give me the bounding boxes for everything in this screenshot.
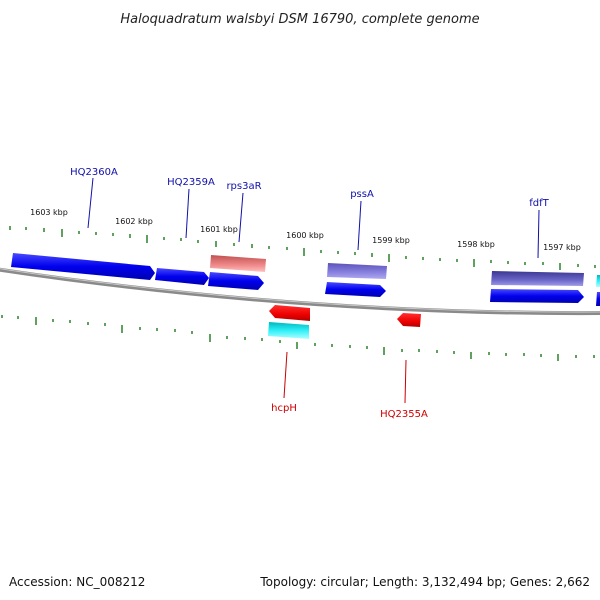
label-fdft[interactable]: fdfT xyxy=(529,198,549,209)
label-hq2360a[interactable]: HQ2360A xyxy=(70,167,118,178)
gene-hq2360a[interactable] xyxy=(11,253,155,280)
scale-label: 1599 kbp xyxy=(372,236,410,245)
lower-tick-track xyxy=(1,315,595,361)
genome-backbone-highlight xyxy=(0,268,600,313)
scale-label: 1601 kbp xyxy=(200,225,238,234)
label-hq2359a[interactable]: HQ2359A xyxy=(167,177,215,188)
scale-label: 1603 kbp xyxy=(30,208,68,217)
gene-forward-edge[interactable] xyxy=(596,275,600,287)
scale-labels: 1603 kbp 1602 kbp 1601 kbp 1600 kbp 1599… xyxy=(30,208,581,252)
gene-forward-inner[interactable] xyxy=(596,292,600,306)
forward-genes-inner xyxy=(208,272,600,306)
gene-pssa[interactable] xyxy=(327,263,387,279)
map-title: Haloquadratum walsbyi DSM 16790, complet… xyxy=(120,12,479,27)
label-rps3ar[interactable]: rps3aR xyxy=(226,181,261,192)
scale-label: 1597 kbp xyxy=(543,243,581,252)
label-hq2355a[interactable]: HQ2355A xyxy=(380,409,428,420)
gene-hq2359a[interactable] xyxy=(155,268,209,285)
label-hcph[interactable]: hcpH xyxy=(271,403,297,414)
gene-fdft[interactable] xyxy=(491,271,584,286)
upper-tick-track xyxy=(9,226,596,270)
scale-label: 1598 kbp xyxy=(457,240,495,249)
gene-hcph[interactable] xyxy=(269,305,310,321)
forward-gene-labels: HQ2360A HQ2359A rps3aR pssA fdfT xyxy=(70,167,549,209)
label-pssa[interactable]: pssA xyxy=(350,189,374,200)
reverse-genes xyxy=(268,305,421,339)
gene-rps3ar[interactable] xyxy=(210,255,266,272)
genome-backbone xyxy=(0,267,600,316)
reverse-gene-labels: hcpH HQ2355A xyxy=(271,403,428,420)
gene-hq2355a[interactable] xyxy=(397,313,421,327)
label-leaders xyxy=(87,177,540,404)
gene-forward-inner[interactable] xyxy=(325,282,386,297)
gene-hcph-partner[interactable] xyxy=(268,322,309,339)
gene-forward-inner[interactable] xyxy=(208,272,264,290)
accession-text: Accession: NC_008212 xyxy=(9,575,145,589)
gene-forward-inner[interactable] xyxy=(490,289,584,303)
topology-summary: Topology: circular; Length: 3,132,494 bp… xyxy=(259,575,590,589)
scale-label: 1602 kbp xyxy=(115,217,153,226)
scale-label: 1600 kbp xyxy=(286,231,324,240)
forward-genes-outer xyxy=(11,253,584,286)
